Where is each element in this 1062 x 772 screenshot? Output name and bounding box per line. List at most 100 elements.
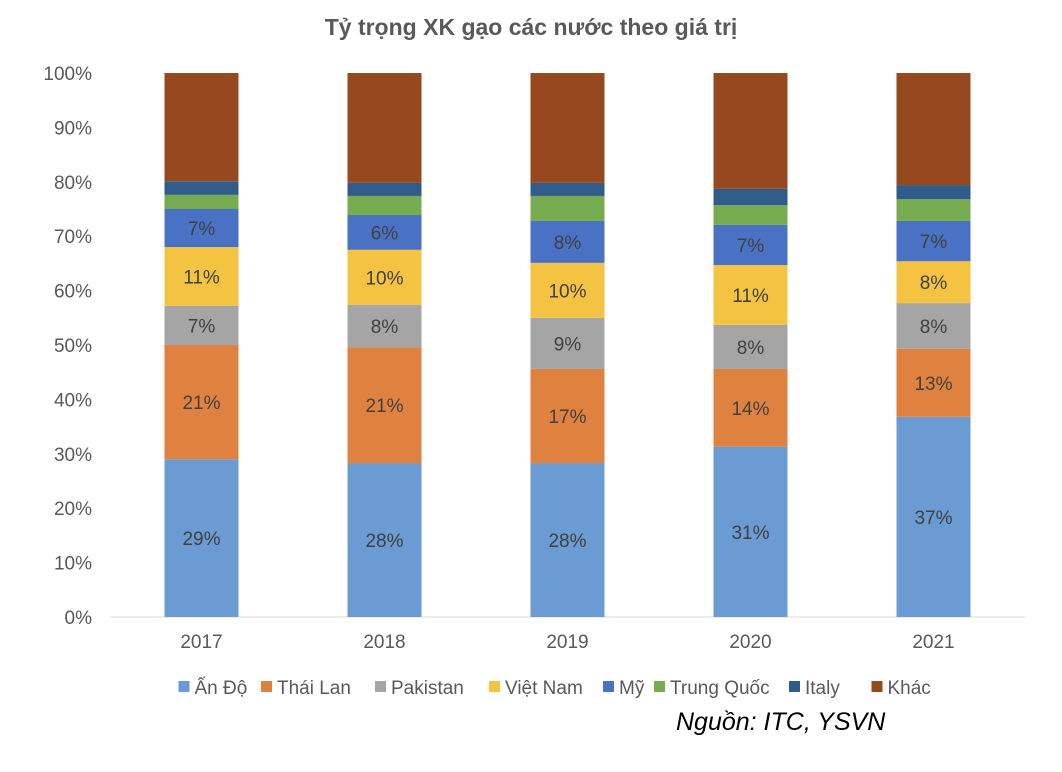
y-tick-label: 10% (54, 554, 92, 575)
data-label: 31% (731, 523, 769, 544)
legend-swatch (603, 681, 614, 692)
data-label: 6% (371, 223, 399, 244)
bar-segment (713, 368, 788, 447)
data-label: 9% (554, 334, 582, 355)
bar-segment (347, 195, 422, 215)
legend-label: Ấn Độ (195, 677, 248, 699)
x-tick-label: 2019 (546, 632, 588, 653)
y-tick-label: 90% (54, 118, 92, 139)
legend-label: Italy (805, 678, 840, 699)
data-label: 21% (365, 396, 403, 417)
legend-label: Thái Lan (277, 678, 351, 699)
data-label: 29% (182, 529, 220, 550)
bar-segment (896, 303, 971, 349)
bar-segment (896, 348, 971, 417)
bar-segment (896, 185, 971, 200)
bar-segment (530, 317, 605, 369)
bar-segment (347, 347, 422, 464)
bar-segment (164, 247, 239, 306)
data-label: 10% (548, 281, 586, 302)
bar-segment (347, 304, 422, 348)
data-label: 11% (183, 267, 220, 288)
bar-segment (347, 182, 422, 196)
legend-label: Pakistan (391, 678, 464, 699)
bar-segment (896, 261, 971, 304)
data-label: 8% (554, 233, 582, 254)
data-label: 28% (365, 531, 403, 552)
data-label: 14% (731, 399, 769, 420)
data-label: 7% (737, 236, 765, 257)
bar-segment (347, 249, 422, 305)
x-tick-label: 2021 (912, 632, 954, 653)
y-tick-label: 40% (54, 390, 92, 411)
bar-segment (164, 459, 239, 617)
data-label: 11% (732, 286, 769, 307)
bar-segment (164, 73, 239, 182)
data-label: 28% (548, 531, 586, 552)
bar-segment (347, 73, 422, 183)
bar-segment (896, 199, 971, 221)
bar-segment (713, 224, 788, 266)
bar-segment (347, 463, 422, 617)
y-tick-label: 100% (43, 64, 92, 85)
bar-segment (347, 214, 422, 250)
x-tick-label: 2018 (363, 632, 405, 653)
y-tick-label: 0% (65, 608, 93, 629)
bar-segment (896, 220, 971, 262)
legend-swatch (871, 681, 883, 692)
bar-segment (164, 181, 239, 195)
bar-segment (713, 265, 788, 325)
data-label: 8% (737, 338, 765, 359)
y-tick-label: 50% (54, 336, 92, 357)
data-label: 37% (914, 508, 952, 529)
legend-swatch (789, 681, 800, 692)
data-label: 8% (920, 317, 948, 338)
bar-segment (713, 446, 788, 617)
data-label: 7% (188, 219, 216, 240)
legend-swatch (261, 681, 272, 692)
data-label: 21% (182, 393, 220, 414)
legend-swatch (178, 681, 190, 692)
data-label: 17% (548, 407, 586, 428)
bar-segment (530, 73, 605, 183)
data-label: 8% (920, 273, 948, 294)
bar-segment (713, 324, 788, 369)
bar-segment (164, 194, 239, 209)
y-tick-label: 80% (54, 173, 92, 194)
bar-segment (164, 345, 239, 460)
data-label: 13% (914, 374, 952, 395)
bar-segment (713, 205, 788, 225)
bar-segment (164, 305, 239, 345)
bar-segment (896, 73, 971, 186)
y-tick-label: 60% (54, 282, 92, 303)
bar-segment (530, 262, 605, 318)
bar-segment (530, 182, 605, 196)
legend-label: Khác (888, 678, 931, 699)
bar-segment (164, 209, 239, 248)
bar-segment (896, 416, 971, 617)
legend-label: Việt Nam (505, 678, 583, 699)
y-tick-label: 30% (54, 445, 92, 466)
bar-segment (530, 195, 605, 221)
bar-segment (530, 463, 605, 617)
bar-segment (530, 220, 605, 263)
data-label: 10% (365, 268, 403, 289)
bar-segment (713, 73, 788, 189)
data-label: 7% (920, 232, 948, 253)
y-tick-label: 70% (54, 227, 92, 248)
legend-label: Trung Quốc (670, 678, 770, 699)
source-note: Nguồn: ITC, YSVN (676, 708, 886, 736)
x-tick-label: 2020 (729, 632, 771, 653)
legend-swatch (654, 681, 665, 692)
legend-swatch (489, 681, 500, 692)
legend-label: Mỹ (619, 678, 645, 699)
x-tick-label: 2017 (180, 632, 222, 653)
data-label: 8% (371, 317, 399, 338)
bar-segment (713, 188, 788, 206)
legend-swatch (375, 681, 386, 692)
bar-segment (530, 368, 605, 464)
chart-title: Tỷ trọng XK gạo các nước theo giá trị (324, 14, 738, 40)
data-label: 7% (188, 316, 216, 337)
